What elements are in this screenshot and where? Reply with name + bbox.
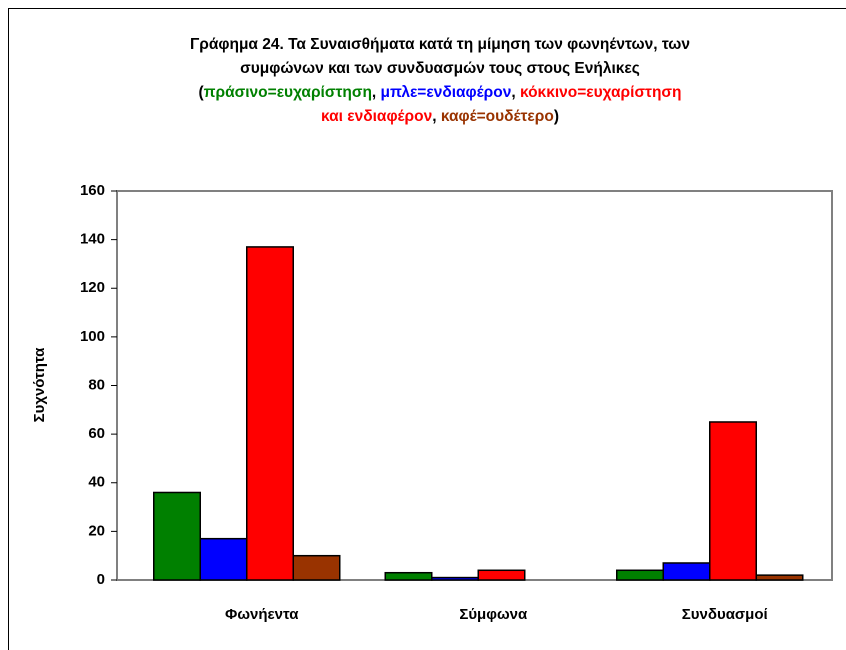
title-segment: , <box>432 108 441 125</box>
title-segment: και ενδιαφέρον <box>321 108 432 125</box>
x-tick-label: Σύμφωνα <box>459 606 528 623</box>
y-tick-label: 100 <box>80 328 105 345</box>
title-segment: κόκκινο=ευχαρίστηση <box>520 84 682 101</box>
y-tick-label: 0 <box>97 571 105 588</box>
chart-border <box>8 8 846 650</box>
title-segment: καφέ=ουδέτερο <box>441 108 554 125</box>
bar <box>246 246 294 581</box>
bar <box>709 421 757 581</box>
y-tick-label: 40 <box>88 474 105 491</box>
bar <box>292 554 341 581</box>
y-tick-label: 60 <box>88 425 105 442</box>
x-tick-label: Συνδυασμοί <box>682 606 768 623</box>
y-axis-label: Συχνότητα <box>31 347 48 423</box>
title-segment: μπλε=ενδιαφέρον <box>381 84 512 101</box>
chart-title: (πράσινο=ευχαρίστηση, μπλε=ενδιαφέρον, κ… <box>198 84 681 101</box>
title-segment: ) <box>554 108 559 125</box>
title-segment: ( <box>198 84 204 101</box>
bar <box>477 569 526 581</box>
y-tick-label: 20 <box>88 522 105 539</box>
y-tick-label: 80 <box>88 376 105 393</box>
chart-title: και ενδιαφέρον, καφέ=ουδέτερο) <box>321 108 559 125</box>
title-segment: συμφώνων και των συνδυασμών τους στους Ε… <box>240 60 640 77</box>
bar <box>662 562 711 581</box>
x-tick-label: Φωνήεντα <box>225 606 299 623</box>
y-tick-label: 160 <box>80 182 105 199</box>
bar <box>755 574 804 581</box>
title-segment: πράσινο=ευχαρίστηση <box>204 84 372 101</box>
chart-title: Γράφημα 24. Τα Συναισθήματα κατά τη μίμη… <box>190 36 690 53</box>
title-segment: Γράφημα 24. Τα Συναισθήματα κατά τη μίμη… <box>190 36 690 53</box>
bar <box>384 571 433 581</box>
bar <box>199 537 248 581</box>
bar <box>431 576 479 581</box>
title-segment: , <box>372 84 381 101</box>
title-segment: , <box>511 84 520 101</box>
bar <box>153 491 201 581</box>
chart-title: συμφώνων και των συνδυασμών τους στους Ε… <box>240 60 640 77</box>
y-tick-label: 120 <box>80 279 105 296</box>
bar <box>616 569 664 581</box>
y-tick-label: 140 <box>80 231 105 248</box>
